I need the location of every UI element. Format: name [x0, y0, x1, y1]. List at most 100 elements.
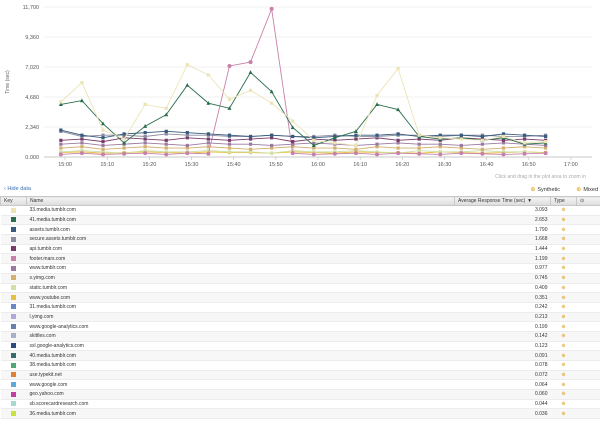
table-row[interactable]: static.tumblr.com 0.409 ⊕: [0, 283, 600, 294]
data-point[interactable]: [227, 146, 232, 150]
data-point[interactable]: [227, 106, 232, 110]
data-point[interactable]: [480, 142, 484, 146]
data-point[interactable]: [438, 152, 443, 157]
data-point[interactable]: [164, 106, 168, 110]
data-point[interactable]: [417, 142, 421, 146]
data-point[interactable]: [248, 150, 253, 154]
data-point[interactable]: [312, 146, 316, 150]
series-41-media-tumblr-com[interactable]: [58, 70, 548, 148]
table-row[interactable]: use.typekit.net 0.072 ⊕: [0, 370, 600, 381]
data-point[interactable]: [332, 135, 337, 140]
data-point[interactable]: [396, 66, 400, 71]
data-point[interactable]: [438, 145, 442, 149]
data-point[interactable]: [396, 151, 401, 156]
data-point[interactable]: [333, 146, 337, 150]
data-point[interactable]: [206, 148, 210, 153]
data-point[interactable]: [396, 141, 400, 145]
data-point[interactable]: [396, 138, 400, 142]
data-point[interactable]: [248, 70, 253, 74]
data-point[interactable]: [354, 147, 358, 151]
data-point[interactable]: [480, 134, 484, 139]
data-point[interactable]: [544, 140, 548, 144]
data-point[interactable]: [501, 150, 506, 154]
data-point[interactable]: [143, 124, 148, 128]
data-point[interactable]: [417, 148, 421, 153]
data-point[interactable]: [59, 146, 63, 150]
data-point[interactable]: [80, 133, 84, 137]
table-row[interactable]: geo.yahoo.com 0.060 ⊕: [0, 389, 600, 400]
data-point[interactable]: [59, 128, 63, 132]
data-point[interactable]: [544, 134, 548, 139]
data-point[interactable]: [522, 137, 527, 141]
data-point[interactable]: [227, 97, 232, 101]
data-point[interactable]: [459, 151, 464, 156]
data-point[interactable]: [354, 133, 358, 137]
data-point[interactable]: [101, 133, 105, 137]
data-point[interactable]: [248, 137, 253, 141]
data-point[interactable]: [80, 137, 84, 141]
series-www-tumblr-com[interactable]: [59, 141, 548, 148]
data-point[interactable]: [522, 151, 527, 156]
data-point[interactable]: [122, 151, 127, 156]
data-point[interactable]: [185, 133, 189, 137]
data-point[interactable]: [480, 138, 484, 142]
data-point[interactable]: [164, 112, 169, 117]
data-point[interactable]: [227, 138, 232, 142]
data-point[interactable]: [101, 136, 105, 140]
table-row[interactable]: www.youtube.com 0.351 ⊕: [0, 292, 600, 303]
data-point[interactable]: [375, 133, 379, 137]
data-point[interactable]: [248, 60, 253, 65]
data-point[interactable]: [353, 129, 358, 133]
data-point[interactable]: [480, 151, 485, 156]
data-point[interactable]: [58, 102, 63, 107]
data-point[interactable]: [143, 145, 147, 149]
data-point[interactable]: [101, 140, 105, 144]
data-point[interactable]: [143, 137, 147, 141]
data-point[interactable]: [206, 151, 211, 156]
data-point[interactable]: [522, 145, 527, 149]
data-point[interactable]: [185, 146, 189, 150]
data-point[interactable]: [291, 142, 295, 146]
data-point[interactable]: [375, 93, 379, 98]
data-point[interactable]: [185, 63, 189, 67]
data-point[interactable]: [543, 151, 548, 156]
data-point[interactable]: [248, 134, 253, 139]
data-point[interactable]: [101, 128, 105, 132]
data-point[interactable]: [59, 142, 63, 146]
table-row[interactable]: www.google-analytics.com 0.199 ⊕: [0, 321, 600, 332]
table-row[interactable]: www.tumblr.com 0.977 ⊕: [0, 263, 600, 274]
data-point[interactable]: [438, 150, 442, 154]
data-point[interactable]: [269, 89, 274, 94]
data-point[interactable]: [59, 150, 63, 154]
mixed-legend[interactable]: ⊕ Mixed: [576, 186, 598, 193]
data-point[interactable]: [480, 147, 484, 151]
data-point[interactable]: [375, 152, 380, 157]
data-point[interactable]: [59, 100, 63, 104]
data-point[interactable]: [291, 140, 295, 144]
data-point[interactable]: [143, 151, 148, 156]
hide-data-link[interactable]: ‹ Hide data: [4, 186, 31, 192]
data-point[interactable]: [248, 142, 253, 146]
data-point[interactable]: [101, 147, 105, 151]
data-point[interactable]: [227, 150, 232, 154]
data-point[interactable]: [544, 146, 548, 150]
data-point[interactable]: [312, 138, 316, 142]
table-row[interactable]: api.tumblr.com 1.444 ⊕: [0, 244, 600, 255]
data-point[interactable]: [333, 141, 337, 145]
data-point[interactable]: [79, 151, 84, 156]
data-point[interactable]: [185, 151, 190, 156]
data-point[interactable]: [332, 151, 337, 156]
data-point[interactable]: [311, 143, 316, 148]
data-point[interactable]: [143, 148, 147, 153]
data-point[interactable]: [522, 141, 527, 145]
data-point[interactable]: [291, 134, 295, 139]
data-point[interactable]: [206, 145, 210, 149]
type-column-header[interactable]: Type: [550, 196, 577, 206]
data-point[interactable]: [164, 150, 168, 154]
table-row[interactable]: assets.tumblr.com 1.790 ⊕: [0, 224, 600, 236]
data-point[interactable]: [312, 150, 316, 154]
response-time-chart[interactable]: 0.000 2,340 4,680 7,020 9,360 11,700 15:00 15:1…: [0, 0, 600, 178]
data-point[interactable]: [290, 125, 295, 130]
data-point[interactable]: [312, 141, 316, 145]
data-point[interactable]: [164, 152, 169, 157]
